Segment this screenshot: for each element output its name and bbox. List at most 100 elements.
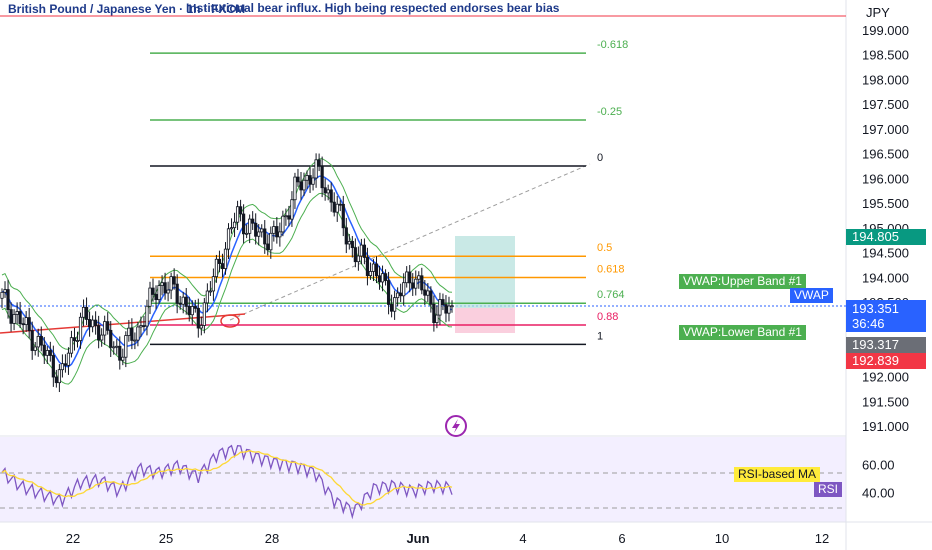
- price-axis[interactable]: 199.000 198.500 198.000 197.500 197.000 196.5…: [862, 23, 909, 434]
- candle-body: [51, 355, 55, 378]
- candle-body: [30, 330, 34, 351]
- candle-body: [257, 231, 261, 237]
- candle-body: [248, 218, 252, 234]
- candle-body: [344, 227, 348, 245]
- candle-body: [242, 213, 246, 235]
- candle-body: [214, 258, 219, 278]
- candle-body: [6, 289, 10, 310]
- price-tick-label: 192.000: [862, 370, 909, 385]
- candle-body: [399, 292, 403, 297]
- candle-body: [36, 335, 40, 348]
- candle-body: [423, 289, 427, 296]
- candle-body: [447, 305, 451, 314]
- rsi-label: RSI: [814, 482, 843, 497]
- candle-body: [157, 285, 161, 301]
- candle-body: [323, 187, 327, 194]
- candle-body: [266, 243, 270, 251]
- candle-body: [84, 306, 89, 320]
- rsi-line: [1, 444, 453, 520]
- lightning-icon[interactable]: [445, 415, 467, 437]
- candle-body: [211, 276, 216, 292]
- candle-body: [24, 317, 28, 326]
- price-tick-label: 198.500: [862, 48, 909, 63]
- price-tick-label: 199.000: [862, 23, 909, 38]
- candle-body: [3, 289, 7, 293]
- candle-body: [54, 376, 58, 384]
- candle-body: [133, 339, 137, 342]
- candle-body: [196, 307, 200, 329]
- candle-body: [87, 319, 92, 328]
- candle-body: [130, 327, 134, 341]
- candle-body: [69, 337, 74, 354]
- candle-body: [314, 159, 318, 179]
- vwap-line: [1, 175, 453, 368]
- price-tick-label: 195.500: [862, 196, 909, 211]
- fib-level-label: 1: [597, 330, 603, 342]
- candle-body: [362, 244, 367, 258]
- rsi-ma-label: RSI-based MA: [734, 467, 821, 482]
- candle-body: [356, 255, 360, 263]
- rsi-tick-label: 60.00: [862, 457, 895, 472]
- fib-05-price-tag: 194.805: [846, 229, 926, 245]
- current-price-tag: 193.351 36:46: [846, 300, 926, 332]
- candle-body: [414, 278, 418, 289]
- candle-body: [163, 282, 167, 294]
- candle-body: [272, 226, 276, 234]
- candle-body: [432, 303, 436, 323]
- symbol-title[interactable]: British Pound / Japanese Yen · 1h · FXCM: [8, 2, 246, 16]
- candle-body: [444, 304, 448, 314]
- candle-body: [383, 273, 388, 281]
- fib-level-label: -0.25: [597, 106, 622, 118]
- candle-body: [402, 282, 406, 297]
- red-price-tag: 192.839: [846, 353, 926, 369]
- candle-body: [251, 218, 255, 224]
- time-tick-label: 28: [265, 531, 279, 546]
- price-tick-label: 196.000: [862, 171, 909, 186]
- vwap-lower-band-label: VWAP:Lower Band #1: [679, 325, 806, 340]
- current-price-value: 193.351: [852, 301, 899, 316]
- rsi-axis: 60.00 40.00: [862, 457, 895, 500]
- candle-body: [94, 319, 98, 327]
- candle-body: [220, 263, 225, 269]
- candle-body: [57, 369, 61, 384]
- candle-body: [148, 287, 152, 307]
- candle-body: [112, 346, 116, 349]
- candle-body: [178, 302, 182, 305]
- candle-body: [81, 306, 86, 318]
- candle-body: [350, 240, 354, 249]
- candle-body: [332, 201, 336, 213]
- candle-body: [121, 356, 125, 361]
- candle-body: [21, 323, 25, 326]
- rsi-series: [1, 444, 453, 520]
- candle-body: [411, 282, 415, 289]
- candle-body: [260, 228, 264, 233]
- time-axis[interactable]: 22 25 28 Jun 4 6 10 12: [66, 531, 829, 546]
- candle-body: [199, 325, 203, 329]
- idea-headline: Institutional bear influx. High being re…: [186, 1, 560, 15]
- fib-retracement[interactable]: -0.618 -0.25 0 0.5 0.618 0.764 0.88 1: [150, 39, 628, 346]
- vwap-upper-band-label: VWAP:Upper Band #1: [679, 274, 806, 289]
- candle-body: [15, 311, 19, 315]
- candle-body: [263, 228, 267, 245]
- candle-body: [269, 232, 273, 251]
- candles: [0, 153, 454, 393]
- vwap-lower-band: [1, 192, 453, 385]
- candle-body: [190, 306, 194, 316]
- candle-body: [405, 271, 409, 284]
- candle-body: [18, 311, 22, 325]
- candle-body: [408, 271, 412, 284]
- candle-body: [371, 263, 376, 272]
- candle-body: [172, 276, 176, 285]
- candle-body: [326, 189, 330, 194]
- vwap-label: VWAP: [790, 288, 833, 303]
- candle-body: [45, 350, 49, 356]
- candle-body: [175, 283, 179, 304]
- candle-body: [302, 179, 306, 191]
- candle-body: [193, 306, 197, 309]
- candle-body: [238, 206, 243, 215]
- candle-body: [100, 334, 104, 341]
- candle-body: [245, 232, 249, 235]
- candle-body: [365, 257, 370, 277]
- candle-body: [374, 263, 379, 277]
